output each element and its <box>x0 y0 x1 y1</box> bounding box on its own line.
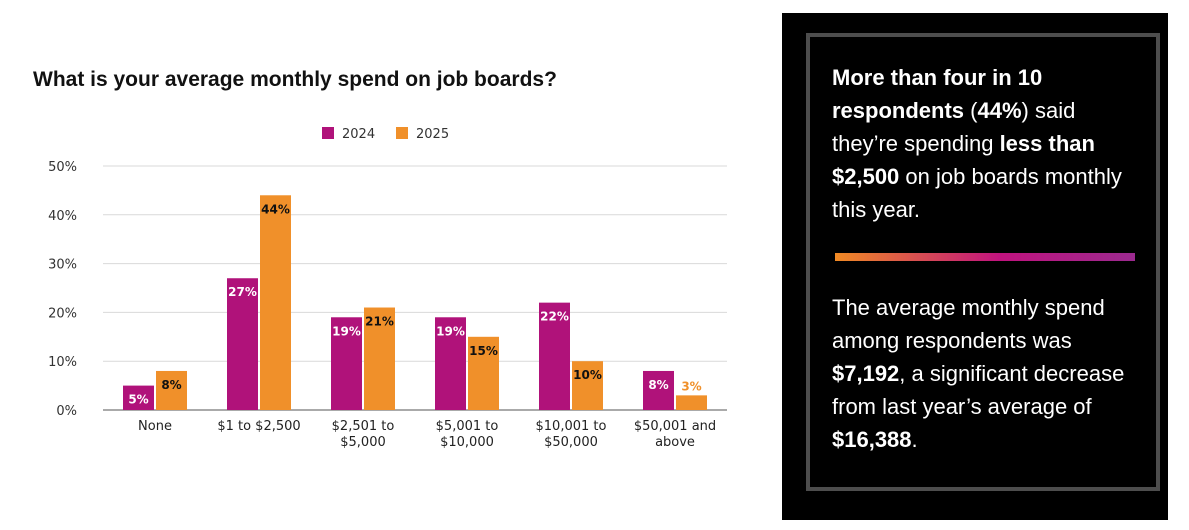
legend-swatch-2025 <box>396 127 408 139</box>
bar-2024 <box>643 370 674 410</box>
bar-2024 <box>331 317 362 410</box>
category-label-line: $1 to $2,500 <box>217 419 300 434</box>
y-tick-label: 40% <box>48 209 77 224</box>
data-label: 19% <box>436 324 465 338</box>
y-tick-label: 30% <box>48 258 77 273</box>
insight-panel: More than four in 10 respondents (44%) s… <box>782 13 1168 520</box>
category-label-line: $10,001 to <box>536 419 607 434</box>
bar-2025 <box>260 195 291 410</box>
legend-swatch-2024 <box>322 127 334 139</box>
y-axis-ticks: 0% 10% 20% 30% 40% 50% <box>48 160 77 419</box>
legend: 2024 2025 <box>322 127 449 142</box>
x-axis-categories: None $1 to $2,500 $2,501 to $5,000 $5,001 to… <box>138 419 716 450</box>
category-label: $1 to $2,500 <box>217 419 300 434</box>
category-label: $2,501 to $5,000 <box>332 419 395 450</box>
data-label: 27% <box>228 285 257 299</box>
data-label: 5% <box>128 393 148 407</box>
y-tick-label: 20% <box>48 306 77 321</box>
category-label: $5,001 to $10,000 <box>436 419 499 450</box>
data-labels: 5% 8% 27% 44% 19% 21% 19% 15% 22% 10% 8% 3% <box>128 202 701 406</box>
category-label: None <box>138 419 172 434</box>
gradient-divider <box>835 253 1135 261</box>
category-label-line: $50,001 and <box>634 419 716 434</box>
gridlines <box>103 165 727 411</box>
data-label: 8% <box>648 378 668 392</box>
category-label: $10,001 to $50,000 <box>536 419 607 450</box>
bar-2025 <box>364 307 395 410</box>
data-label: 19% <box>332 324 361 338</box>
data-label: 21% <box>365 315 394 329</box>
insight-statement-average: The average monthly spend among responde… <box>832 295 1125 452</box>
category-label-line: $5,001 to <box>436 419 499 434</box>
data-label: 44% <box>261 202 290 216</box>
y-tick-label: 0% <box>56 404 77 419</box>
legend-label: 2025 <box>416 127 449 142</box>
legend-label: 2024 <box>342 127 375 142</box>
bar-2024 <box>123 385 154 410</box>
y-tick-label: 50% <box>48 160 77 175</box>
bar-2024 <box>435 317 466 410</box>
data-label: 3% <box>681 379 701 393</box>
category-label-line: $50,000 <box>544 435 598 450</box>
data-label: 10% <box>573 368 602 382</box>
insight-statement-share: More than four in 10 respondents (44%) s… <box>832 65 1122 222</box>
data-label: 22% <box>540 310 569 324</box>
bar-2025 <box>156 370 187 410</box>
category-label: $50,001 and above <box>634 419 716 450</box>
y-tick-label: 10% <box>48 355 77 370</box>
bar-2025 <box>468 336 499 410</box>
insight-frame: More than four in 10 respondents (44%) s… <box>806 33 1160 491</box>
category-label-line: above <box>655 435 695 450</box>
category-label-line: None <box>138 419 172 434</box>
bars <box>123 195 707 410</box>
category-label-line: $2,501 to <box>332 419 395 434</box>
data-label: 8% <box>161 378 181 392</box>
bar-2024 <box>227 278 258 410</box>
bar-chart: 0% 10% 20% 30% 40% 50% 5% 8% 27% 44% 19% 21% 19% 15%… <box>48 127 727 450</box>
category-label-line: $5,000 <box>340 435 386 450</box>
bar-2024 <box>539 302 570 410</box>
data-label: 15% <box>469 344 498 358</box>
category-label-line: $10,000 <box>440 435 494 450</box>
chart-title: What is your average monthly spend on jo… <box>33 68 557 91</box>
bar-2025 <box>676 395 707 410</box>
bar-2025 <box>572 361 603 410</box>
